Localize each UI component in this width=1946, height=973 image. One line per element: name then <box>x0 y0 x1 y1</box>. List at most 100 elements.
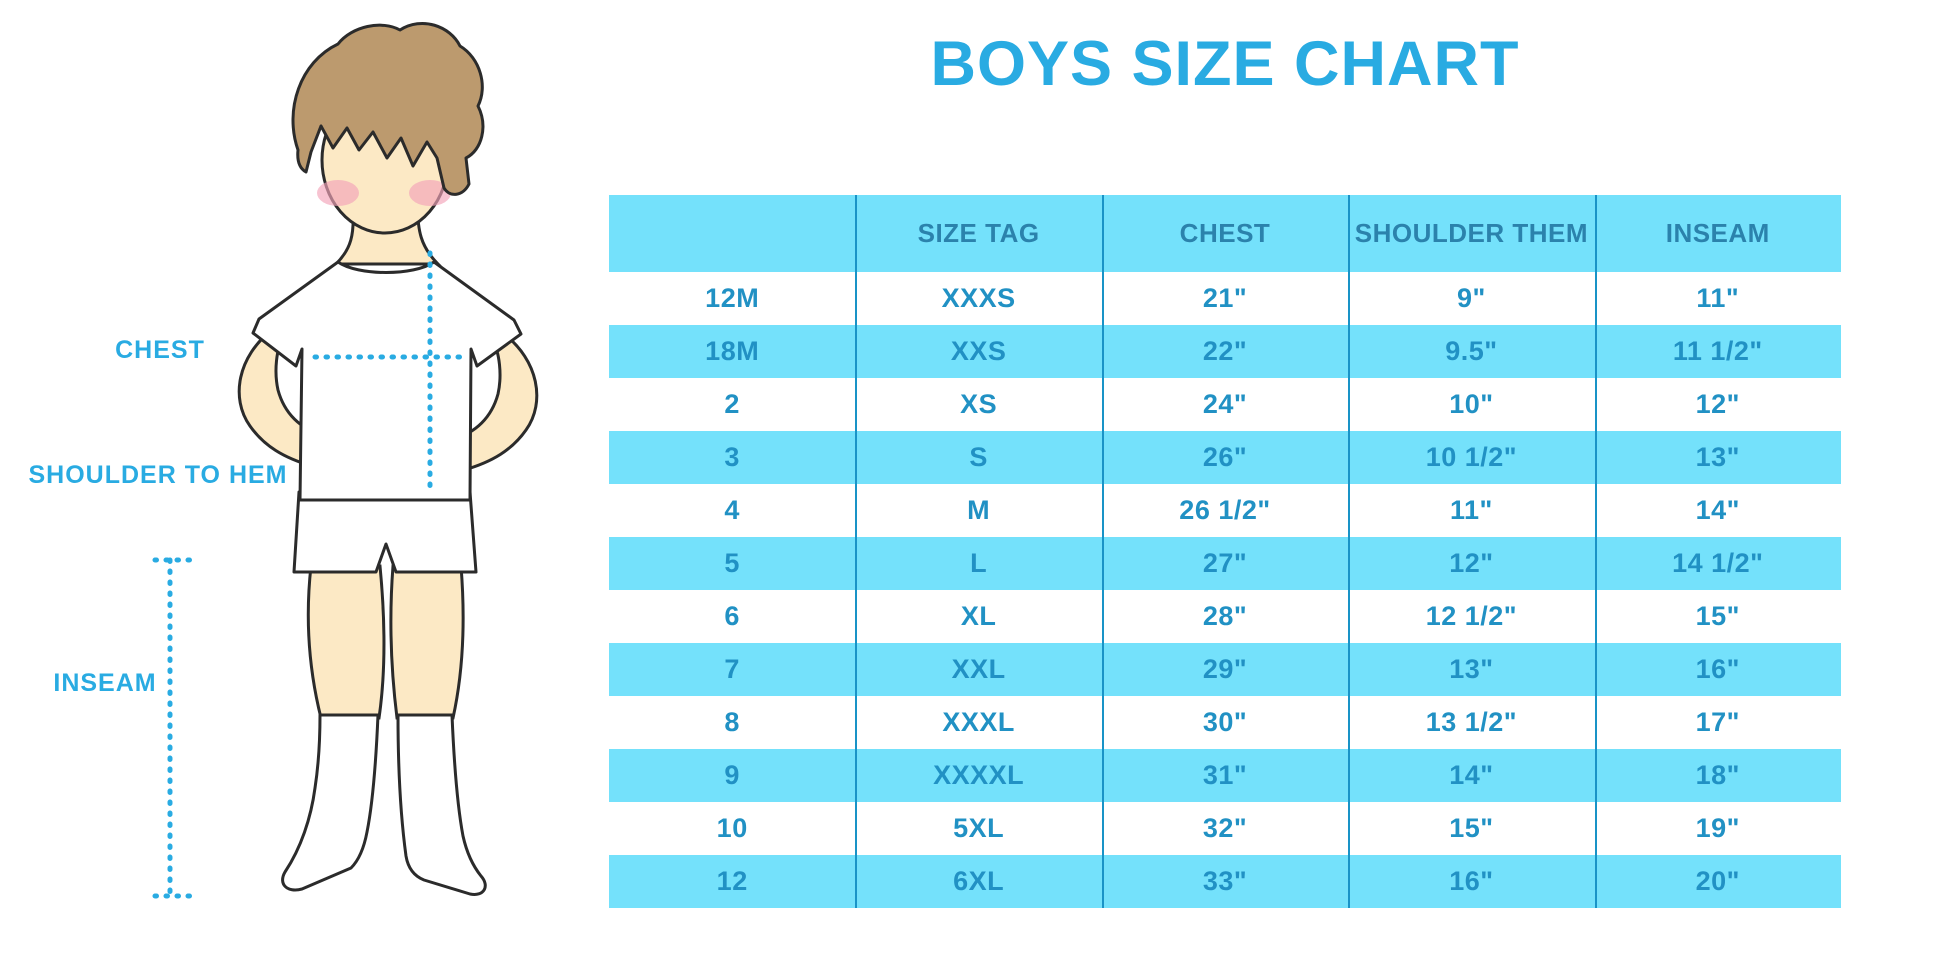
table-cell: 19" <box>1695 813 1740 843</box>
boy-shirt <box>251 260 523 502</box>
table-cell: 14" <box>1695 495 1740 525</box>
boy-leg-right <box>389 564 465 720</box>
table-row: 4 M 26 1/2" 11" 14" <box>609 484 1841 537</box>
header-cell-chest: CHEST <box>1179 218 1271 248</box>
table-cell: 13" <box>1449 654 1494 684</box>
table-cell: 31" <box>1202 760 1248 790</box>
table-cell: 16" <box>1449 866 1494 896</box>
table-cell: 15" <box>1695 601 1740 631</box>
table-cell: XXS <box>950 336 1007 366</box>
table-cell: 11 1/2" <box>1672 336 1763 366</box>
table-cell: 12 1/2" <box>1425 601 1518 631</box>
table-cell: S <box>969 442 988 472</box>
table-cell: 29" <box>1202 654 1248 684</box>
table-row: 8 XXXL 30" 13 1/2" 17" <box>609 696 1841 749</box>
table-cell: XL <box>960 601 997 631</box>
inseam-label: INSEAM <box>53 669 157 697</box>
table-row: 18M XXS 22" 9.5" 11 1/2" <box>609 325 1841 378</box>
table-cell: 18M <box>705 336 760 366</box>
table-cell: 4 <box>724 495 740 525</box>
table-cell: 11" <box>1696 283 1740 313</box>
table-cell: 30" <box>1202 707 1248 737</box>
column-separator <box>1348 195 1351 908</box>
table-cell: 21" <box>1202 283 1248 313</box>
table-cell: 5 <box>724 548 740 578</box>
boy-sock-left <box>281 713 380 892</box>
table-cell: 6 <box>724 601 740 631</box>
table-row: 3 S 26" 10 1/2" 13" <box>609 431 1841 484</box>
table-cell: XXL <box>951 654 1006 684</box>
table-cell: 3 <box>724 442 740 472</box>
table-cell: XS <box>960 389 998 419</box>
table-cell: 12M <box>705 283 760 313</box>
table-cell: 10" <box>1449 389 1494 419</box>
table-cell: 14" <box>1449 760 1494 790</box>
table-row: 6 XL 28" 12 1/2" 15" <box>609 590 1841 643</box>
table-cell: 15" <box>1449 813 1494 843</box>
table-cell: 2 <box>724 389 740 419</box>
size-table-body: 12M XXXS 21" 9" 11" 18M XXS 22" 9.5" 11 1/2" 2 XS 24… <box>609 272 1841 908</box>
boy-illustration <box>152 21 539 899</box>
table-cell: 11" <box>1449 495 1493 525</box>
table-cell: XXXL <box>942 707 1015 737</box>
shoulder-to-hem-label: SHOULDER TO HEM <box>28 461 288 489</box>
table-cell: XXXXL <box>933 760 1025 790</box>
table-cell: 24" <box>1202 389 1248 419</box>
boy-blush-right <box>409 180 451 206</box>
table-cell: 33" <box>1202 866 1248 896</box>
boy-shorts <box>292 490 478 574</box>
table-cell: 20" <box>1695 866 1740 896</box>
table-cell: 9 <box>724 760 740 790</box>
table-cell: 28" <box>1202 601 1248 631</box>
table-cell: 12" <box>1449 548 1494 578</box>
table-cell: 26 1/2" <box>1179 495 1271 525</box>
page-title: BOYS SIZE CHART <box>930 29 1520 99</box>
table-cell: 17" <box>1695 707 1740 737</box>
size-table-header-row: SIZE TAG CHEST SHOULDER THEM INSEAM <box>609 195 1841 272</box>
table-cell: 9" <box>1456 283 1486 313</box>
boy-sock-right <box>396 713 487 896</box>
table-cell: 7 <box>724 654 740 684</box>
table-cell: 8 <box>724 707 740 737</box>
boy-measurement-figure: CHEST SHOULDER TO HEM INSEAM <box>0 0 600 973</box>
column-separator <box>1101 195 1104 908</box>
boy-hair <box>291 21 485 196</box>
chest-label: CHEST <box>115 336 205 364</box>
table-cell: 12" <box>1695 389 1740 419</box>
table-cell: 13 1/2" <box>1425 707 1518 737</box>
size-table: SIZE TAG CHEST SHOULDER THEM INSEAM 12M X… <box>609 195 1841 908</box>
table-cell: 12 <box>716 866 748 896</box>
column-separator <box>1594 195 1597 908</box>
table-cell: 16" <box>1695 654 1740 684</box>
table-row: 12M XXXS 21" 9" 11" <box>609 272 1841 325</box>
header-cell-size <box>609 195 855 272</box>
table-cell: 26" <box>1202 442 1248 472</box>
table-cell: L <box>970 548 988 578</box>
table-cell: 27" <box>1202 548 1248 578</box>
table-cell: 32" <box>1202 813 1248 843</box>
table-cell: M <box>967 495 991 525</box>
header-cell-size-tag: SIZE TAG <box>917 218 1040 248</box>
table-row: 2 XS 24" 10" 12" <box>609 378 1841 431</box>
table-row: 12 6XL 33" 16" 20" <box>609 855 1841 908</box>
table-row: 7 XXL 29" 13" 16" <box>609 643 1841 696</box>
boy-blush-left <box>317 180 359 206</box>
header-cell-inseam: INSEAM <box>1665 218 1770 248</box>
table-cell: XXXS <box>941 283 1016 313</box>
column-separator <box>855 195 858 908</box>
table-cell: 10 <box>716 813 748 843</box>
table-row: 10 5XL 32" 15" 19" <box>609 802 1841 855</box>
table-cell: 6XL <box>953 866 1005 896</box>
table-cell: 22" <box>1202 336 1248 366</box>
table-row: 5 L 27" 12" 14 1/2" <box>609 537 1841 590</box>
table-cell: 5XL <box>953 813 1005 843</box>
table-cell: 13" <box>1695 442 1740 472</box>
table-cell: 9.5" <box>1445 336 1498 366</box>
table-row: 9 XXXXL 31" 14" 18" <box>609 749 1841 802</box>
table-cell: 18" <box>1695 760 1740 790</box>
header-cell-shoulder-them: SHOULDER THEM <box>1354 218 1589 248</box>
table-cell: 10 1/2" <box>1425 442 1518 472</box>
table-cell: 14 1/2" <box>1672 548 1764 578</box>
boy-leg-left <box>306 564 386 720</box>
